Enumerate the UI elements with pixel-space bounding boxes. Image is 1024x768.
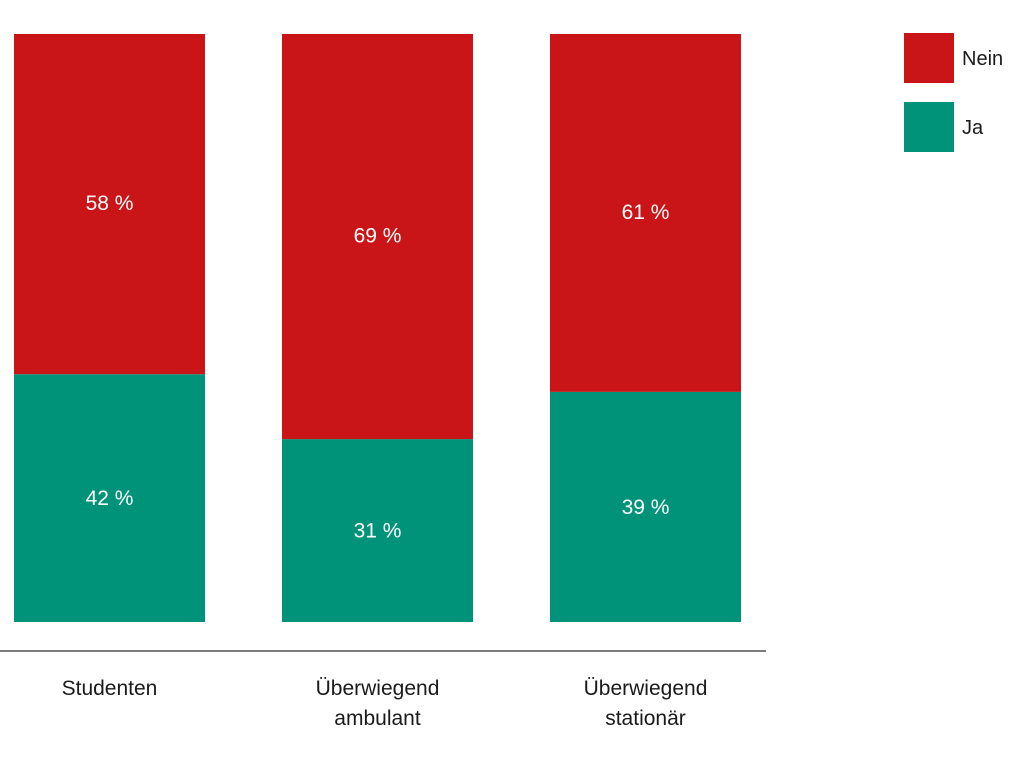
x-tick-label-uberwiegend-ambulant: Überwiegend ambulant <box>316 677 440 730</box>
data-label-ja-uberwiegend-stationar: 39 % <box>622 496 670 519</box>
data-label-ja-uberwiegend-ambulant: 31 % <box>354 520 402 543</box>
bar-nein-studenten <box>14 34 205 375</box>
data-label-nein-studenten: 58 % <box>86 192 134 215</box>
legend-swatch-nein <box>904 33 954 83</box>
legend-swatch-ja <box>904 102 954 152</box>
bar-ja-studenten <box>14 374 205 622</box>
bar-ja-uberwiegend-ambulant <box>282 439 473 622</box>
legend: Nein Ja <box>904 33 1003 152</box>
bar-group: 42 % 58 % 31 % 69 % 39 % 61 % <box>14 34 741 622</box>
bar-nein-uberwiegend-stationar <box>550 34 741 392</box>
bar-nein-uberwiegend-ambulant <box>282 34 473 440</box>
data-label-nein-uberwiegend-stationar: 61 % <box>622 201 670 224</box>
bar-ja-uberwiegend-stationar <box>550 391 741 622</box>
x-tick-labels: Studenten Überwiegend ambulant Überwiegend s… <box>62 677 708 730</box>
data-label-nein-uberwiegend-ambulant: 69 % <box>354 225 402 248</box>
data-label-ja-studenten: 42 % <box>86 487 134 510</box>
x-tick-label-uberwiegend-stationar: Überwiegend stationär <box>584 677 708 730</box>
x-tick-label-studenten: Studenten <box>62 677 158 700</box>
legend-label-nein: Nein <box>962 48 1003 70</box>
legend-label-ja: Ja <box>962 117 984 139</box>
